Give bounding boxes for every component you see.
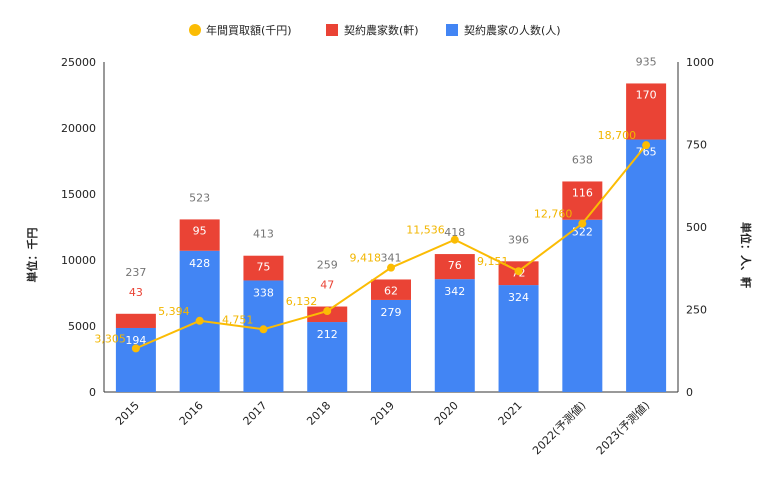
line-data-label: 5,394 (158, 305, 190, 318)
x-tick-label: 2023(予測値) (593, 398, 652, 457)
line-point (323, 307, 332, 316)
bar-households (179, 219, 220, 251)
legend-red-swatch (326, 24, 338, 36)
y-right-tick: 0 (686, 386, 693, 399)
legend-label-line: 年間買取額(千円) (206, 23, 292, 37)
bar-households (562, 181, 603, 220)
bar-label-people: 279 (381, 306, 402, 319)
bar-total-label: 237 (125, 266, 146, 279)
x-tick-label: 2020 (432, 399, 461, 428)
bar-people (115, 327, 156, 392)
y-left-axis-title: 単位：千円 (25, 228, 39, 283)
x-tick-label: 2019 (368, 399, 397, 428)
bar-label-people: 522 (572, 226, 593, 239)
bar-people (626, 139, 667, 392)
line-point (387, 263, 395, 272)
bar-households (115, 313, 156, 328)
bar-label-households: 170 (636, 88, 657, 101)
bar-people (371, 299, 411, 392)
line-data-label: 3,305 (94, 332, 126, 345)
y-left-tick: 0 (89, 386, 96, 399)
bar-label-people: 194 (125, 334, 146, 347)
legend-line-marker (189, 24, 201, 36)
line-data-label: 18,700 (598, 129, 637, 142)
bar-households (626, 83, 667, 140)
bar-people (562, 219, 603, 392)
bar-label-people: 338 (253, 286, 274, 299)
bar-label-households: 76 (448, 259, 462, 272)
y-right-tick: 1000 (686, 56, 714, 69)
x-tick-label: 2015 (113, 399, 142, 428)
y-left-ticks: 0 5000 10000 15000 20000 25000 (61, 56, 96, 399)
y-right-ticks: 0 250 500 750 1000 (686, 56, 714, 399)
line-point (131, 344, 140, 353)
legend-label-households: 契約農家数(軒) (344, 23, 419, 37)
line-data-label: 9,151 (477, 255, 509, 268)
line-data-label: 12,760 (534, 208, 573, 221)
bar-people (498, 285, 539, 392)
bar-people (307, 322, 348, 392)
bar-label-people: 342 (444, 285, 465, 298)
bar-households (243, 255, 284, 281)
line-point (259, 325, 268, 334)
bar-total-label: 638 (572, 153, 593, 166)
bar-total-label: 341 (381, 251, 402, 264)
bar-total-label: 523 (189, 191, 210, 204)
bar-total-label: 935 (636, 55, 657, 68)
line-point (195, 316, 204, 325)
bar-total-label: 259 (317, 259, 338, 272)
y-right-tick: 250 (686, 304, 707, 317)
x-tick-label: 2018 (304, 399, 333, 428)
line-point (642, 141, 651, 150)
line-point (450, 235, 459, 244)
bar-people (434, 279, 475, 392)
bar-total-label: 396 (508, 233, 529, 246)
line-data-label: 9,418 (350, 252, 382, 265)
line-data-label: 6,132 (286, 295, 318, 308)
line-series: 3,305 5,394 4,751 6,132 9,418 11,536 9,151 12,7… (94, 129, 651, 353)
y-left-tick: 20000 (61, 122, 96, 135)
bar-label-households: 47 (320, 279, 334, 292)
line-data-label: 4,751 (222, 313, 254, 326)
bar-label-households: 75 (256, 261, 270, 274)
bar-label-households: 95 (193, 224, 207, 237)
legend: 年間買取額(千円) 契約農家数(軒) 契約農家の人数(人) (189, 23, 561, 37)
y-right-tick: 500 (686, 221, 707, 234)
bar-label-households: 43 (129, 286, 143, 299)
line-point (514, 267, 523, 276)
y-left-tick: 15000 (61, 188, 96, 201)
x-tick-label: 2021 (496, 399, 525, 428)
bar-label-people: 212 (317, 328, 338, 341)
bar-label-people: 428 (189, 257, 210, 270)
y-right-tick: 750 (686, 139, 707, 152)
x-tick-label: 2022(予測値) (529, 398, 588, 457)
line-data-label: 11,536 (406, 224, 445, 237)
bar-total-label: 418 (444, 226, 465, 239)
line-point (578, 219, 587, 228)
legend-blue-swatch (446, 24, 458, 36)
bar-label-households: 62 (384, 284, 398, 297)
bar-households (371, 279, 411, 300)
legend-label-people: 契約農家の人数(人) (464, 23, 561, 37)
y-left-tick: 10000 (61, 254, 96, 267)
x-tick-label: 2017 (241, 399, 270, 428)
bar-people (243, 280, 284, 392)
y-right-axis-title: 単位：人、軒 (739, 222, 753, 288)
bar-label-people: 324 (508, 291, 529, 304)
y-left-tick: 25000 (61, 56, 96, 69)
bar-label-households: 116 (572, 186, 593, 199)
bar-label-people: 765 (636, 146, 657, 159)
y-left-tick: 5000 (68, 320, 96, 333)
x-tick-label: 2016 (177, 399, 206, 428)
bar-households (434, 254, 475, 280)
bar-total-label: 413 (253, 228, 274, 241)
x-axis-ticks: 2015 2016 2017 2018 2019 2020 2021 2022(予測値) 202… (113, 398, 652, 457)
